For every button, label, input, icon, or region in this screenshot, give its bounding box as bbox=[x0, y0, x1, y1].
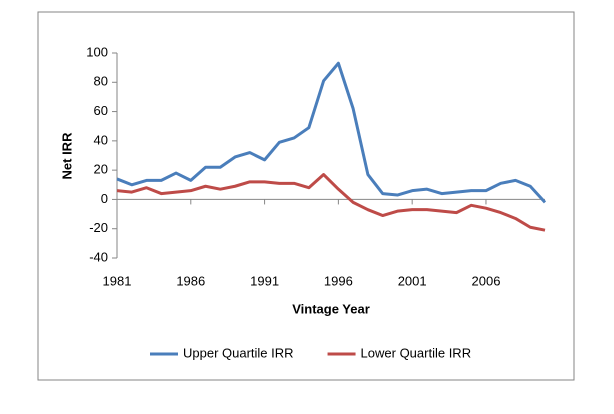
chart-frame bbox=[37, 11, 575, 381]
y-tick-label: 40 bbox=[94, 132, 108, 147]
y-tick-label: -20 bbox=[89, 220, 108, 235]
x-tick-label: 2006 bbox=[472, 273, 501, 288]
y-tick-label: 100 bbox=[86, 44, 108, 59]
y-tick-label: 60 bbox=[94, 103, 108, 118]
series-line bbox=[116, 61, 547, 204]
y-tick-label: 0 bbox=[101, 191, 108, 206]
y-axis-label: Net IRR bbox=[59, 132, 74, 180]
x-tick-label: 1996 bbox=[324, 273, 353, 288]
series-line bbox=[116, 173, 546, 232]
y-tick-label: -40 bbox=[89, 249, 108, 264]
x-tick-label: 1986 bbox=[176, 273, 205, 288]
y-tick-label: 80 bbox=[94, 74, 108, 89]
legend-label: Lower Quartile IRR bbox=[361, 345, 472, 360]
x-tick-label: 2001 bbox=[398, 273, 427, 288]
legend-label: Upper Quartile IRR bbox=[183, 345, 294, 360]
x-tick-label: 1991 bbox=[250, 273, 279, 288]
x-tick-label: 1981 bbox=[103, 273, 132, 288]
y-tick-label: 20 bbox=[94, 162, 108, 177]
x-axis-label: Vintage Year bbox=[292, 301, 370, 316]
